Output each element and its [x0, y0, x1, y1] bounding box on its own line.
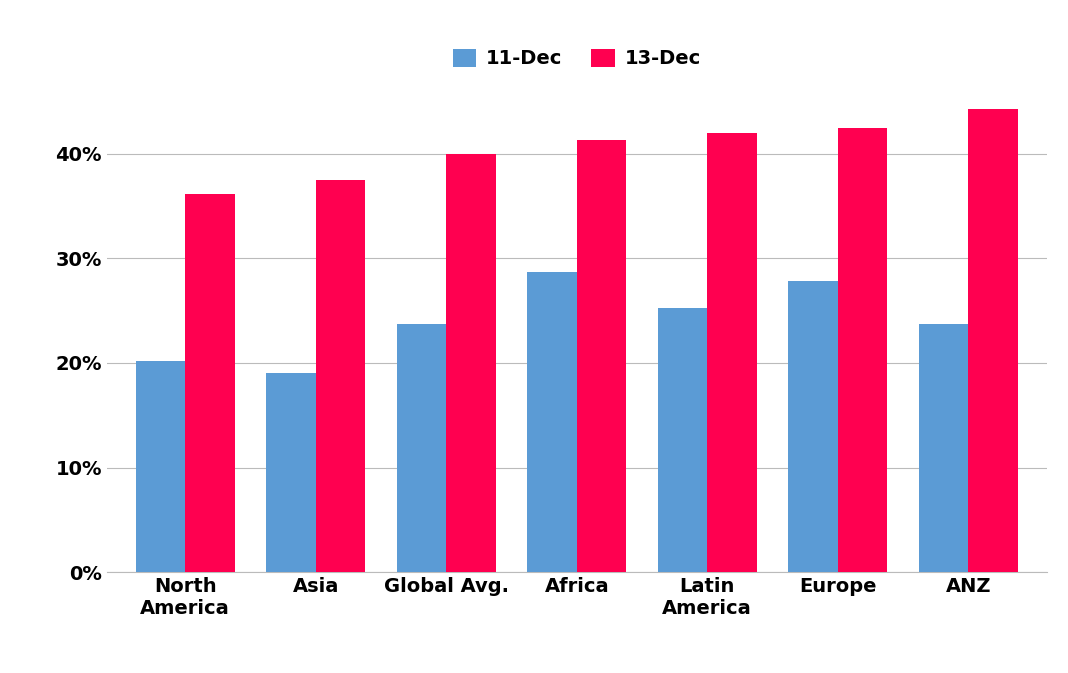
Bar [969, 109, 1018, 572]
Bar [316, 180, 365, 572]
Bar [185, 194, 235, 572]
Bar [266, 374, 316, 572]
Bar [918, 324, 969, 572]
Bar [577, 141, 626, 572]
Bar [788, 281, 837, 572]
Bar [837, 128, 888, 572]
Bar [446, 154, 496, 572]
Bar [658, 308, 707, 572]
Bar [136, 361, 185, 572]
Bar [396, 324, 446, 572]
Bar [528, 272, 577, 572]
Legend: 11-Dec, 13-Dec: 11-Dec, 13-Dec [445, 41, 708, 76]
Bar [707, 133, 757, 572]
